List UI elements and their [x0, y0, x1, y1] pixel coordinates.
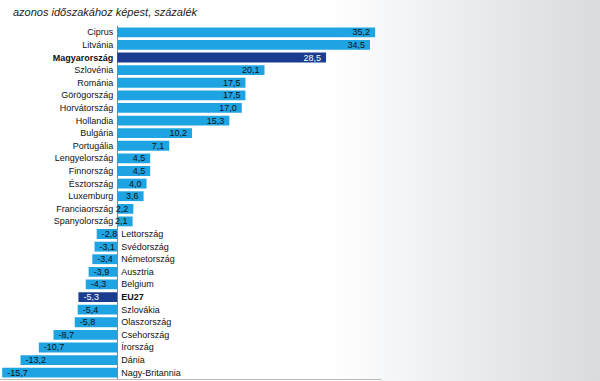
svg-text:Hollandia: Hollandia: [76, 116, 114, 126]
svg-text:10,2: 10,2: [169, 128, 187, 138]
svg-text:-8,7: -8,7: [58, 330, 74, 340]
svg-text:2,1: 2,1: [115, 216, 128, 226]
svg-text:Lengyelország: Lengyelország: [55, 153, 114, 163]
svg-text:-5,4: -5,4: [83, 305, 99, 315]
svg-text:Franciaország: Franciaország: [56, 204, 113, 214]
svg-text:Görögország: Görögország: [61, 90, 113, 100]
svg-text:28,5: 28,5: [304, 53, 322, 63]
svg-text:Románia: Románia: [77, 78, 113, 88]
svg-text:Szlovénia: Szlovénia: [74, 65, 113, 75]
svg-text:Szlovákia: Szlovákia: [121, 305, 160, 315]
svg-text:17,5: 17,5: [223, 78, 241, 88]
svg-text:35,2: 35,2: [353, 27, 371, 37]
svg-text:Svédország: Svédország: [121, 242, 169, 252]
svg-text:-2,8: -2,8: [102, 229, 118, 239]
svg-text:17,0: 17,0: [219, 103, 237, 113]
svg-text:-3,1: -3,1: [100, 242, 116, 252]
svg-text:-4,3: -4,3: [91, 279, 107, 289]
svg-text:-3,9: -3,9: [94, 267, 110, 277]
svg-text:4,5: 4,5: [133, 153, 146, 163]
svg-text:Luxemburg: Luxemburg: [68, 191, 113, 201]
svg-text:Nagy-Britannia: Nagy-Britannia: [121, 368, 181, 378]
svg-text:Horvátország: Horvátország: [60, 103, 114, 113]
svg-text:Ausztria: Ausztria: [121, 267, 154, 277]
svg-text:-5,3: -5,3: [83, 292, 99, 302]
svg-text:Dánia: Dánia: [121, 355, 145, 365]
svg-text:EU27: EU27: [121, 292, 144, 302]
svg-text:4,5: 4,5: [133, 166, 146, 176]
svg-text:Portugália: Portugália: [73, 141, 114, 151]
svg-text:34,5: 34,5: [347, 40, 365, 50]
svg-text:Ciprus: Ciprus: [87, 27, 114, 37]
svg-text:-15,7: -15,7: [7, 368, 28, 378]
svg-text:-10,7: -10,7: [44, 342, 65, 352]
svg-text:Belgium: Belgium: [121, 279, 154, 289]
svg-text:-5,8: -5,8: [80, 317, 96, 327]
svg-text:-13,2: -13,2: [26, 355, 47, 365]
svg-text:Olaszország: Olaszország: [121, 317, 171, 327]
svg-text:Spanyolország: Spanyolország: [54, 216, 114, 226]
svg-text:3,6: 3,6: [126, 191, 139, 201]
svg-text:17,5: 17,5: [223, 90, 241, 100]
svg-text:Észtország: Észtország: [69, 179, 114, 189]
svg-text:Németország: Németország: [121, 254, 175, 264]
svg-text:azonos időszakához képest, szá: azonos időszakához képest, százalék: [13, 6, 198, 18]
svg-text:Csehország: Csehország: [121, 330, 169, 340]
svg-text:Finnország: Finnország: [69, 166, 114, 176]
svg-text:Litvánia: Litvánia: [82, 40, 113, 50]
svg-text:Bulgária: Bulgária: [80, 128, 113, 138]
svg-text:Lettország: Lettország: [121, 229, 163, 239]
svg-text:4,0: 4,0: [129, 179, 142, 189]
svg-text:20,1: 20,1: [242, 65, 260, 75]
svg-text:-3,4: -3,4: [97, 254, 113, 264]
svg-text:Írország: Írország: [121, 342, 154, 352]
svg-text:2,2: 2,2: [116, 204, 129, 214]
svg-text:7,1: 7,1: [152, 141, 165, 151]
svg-text:15,3: 15,3: [207, 116, 225, 126]
svg-text:Magyarország: Magyarország: [53, 53, 114, 63]
